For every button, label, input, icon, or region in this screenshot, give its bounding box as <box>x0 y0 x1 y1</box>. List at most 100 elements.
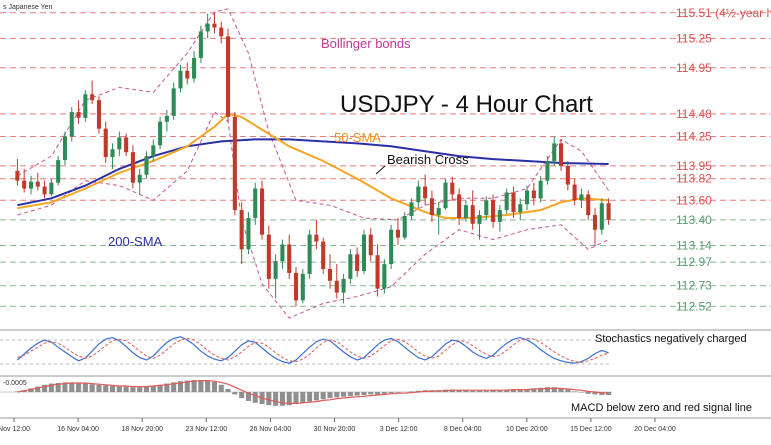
candle-body <box>198 31 203 58</box>
candle-body <box>525 190 530 205</box>
candle-body <box>259 188 265 235</box>
candle-body <box>579 194 584 201</box>
candle-body <box>531 190 536 199</box>
candle-body <box>321 241 326 270</box>
candle-body <box>76 111 81 118</box>
candle-body <box>586 194 591 216</box>
candle-body <box>144 156 149 175</box>
candle-body <box>273 261 278 279</box>
sma50-line <box>17 112 609 219</box>
candle-body <box>334 280 339 293</box>
macd-signal-line <box>17 380 609 404</box>
candle-body <box>375 255 380 289</box>
candle-body <box>477 215 482 224</box>
candle-body <box>416 186 421 203</box>
candle-body <box>572 184 577 201</box>
candle-body <box>185 70 190 79</box>
price-level-label: 113.40 <box>676 213 712 227</box>
candle-body <box>518 204 523 213</box>
candle-body <box>103 128 108 158</box>
candle-body <box>253 188 258 218</box>
x-tick-label: 26 Nov 04:00 <box>250 426 292 433</box>
x-tick-label: 15 Dec 12:00 <box>570 426 612 433</box>
candle-body <box>124 137 129 153</box>
candle-body <box>110 149 115 158</box>
macd-zero-label: -0.0005 <box>3 380 27 387</box>
candle-body <box>266 234 271 279</box>
price-level-label: 113.82 <box>676 172 712 186</box>
candle-body <box>327 269 333 281</box>
candle-body <box>69 111 74 137</box>
price-level-label: 113.14 <box>676 238 712 252</box>
candle-body <box>382 264 387 289</box>
price-level-label: 112.73 <box>676 279 712 293</box>
candle-body <box>219 27 224 37</box>
candle-body <box>552 143 557 162</box>
bollinger-lower-line <box>17 111 609 319</box>
candle-body <box>307 234 312 274</box>
candle-body <box>300 273 305 301</box>
candle-body <box>62 136 68 161</box>
candle-body <box>457 194 462 218</box>
candle-body <box>117 137 122 150</box>
candle-body <box>463 205 468 218</box>
candle-body <box>293 272 299 301</box>
candle-body <box>484 200 489 216</box>
stochastics-annotation: Stochastics negatively charged <box>595 333 747 345</box>
x-tick-label: 18 Nov 20:00 <box>121 426 163 433</box>
candle-body <box>151 145 156 157</box>
candle-body <box>96 100 101 129</box>
candle-body <box>538 180 543 199</box>
candle-body <box>226 36 231 117</box>
candle-body <box>565 165 570 185</box>
candle-body <box>42 186 47 195</box>
candle-body <box>246 217 251 250</box>
candle-body <box>361 234 367 271</box>
price-level-label: 114.48 <box>676 107 712 121</box>
chart-title: USDJPY - 4 Hour Chart <box>340 91 593 118</box>
candle-body <box>280 244 285 262</box>
candle-body <box>409 202 414 216</box>
sma200-line <box>17 138 609 207</box>
candle-body <box>83 94 88 118</box>
candle-body <box>450 182 455 195</box>
candle-body <box>137 174 142 183</box>
price-level-label: 113.95 <box>676 159 712 173</box>
x-tick-label: 10 Dec 20:00 <box>506 426 548 433</box>
price-level-label: 112.52 <box>676 299 712 313</box>
candle-body <box>212 23 217 28</box>
candle-body <box>49 182 54 195</box>
bearish-cross-pointer <box>375 165 386 175</box>
macd-annotation: MACD below zero and red signal line <box>571 402 752 414</box>
candle-body <box>599 203 604 230</box>
price-level-label: 114.25 <box>676 129 712 143</box>
candle-body <box>205 23 210 32</box>
candle-body <box>470 205 475 224</box>
instrument-note: s Japanese Yen <box>3 4 53 11</box>
candle-body <box>178 70 183 89</box>
candle-body <box>171 88 176 116</box>
candle-body <box>429 198 434 216</box>
bearish-cross-annotation: Bearish Cross <box>387 152 469 167</box>
candle-body <box>402 216 407 238</box>
candle-body <box>497 210 502 222</box>
price-level-label: 115.51 (4½-year high) <box>676 6 771 20</box>
candle-body <box>239 210 244 250</box>
candle-body <box>355 254 360 271</box>
candle-body <box>130 152 135 183</box>
candle-body <box>158 121 163 146</box>
candle-body <box>511 192 516 213</box>
sma50-annotation: 50-SMA <box>334 130 381 145</box>
bollinger-annotation: Bollinger bonds <box>321 36 411 51</box>
x-tick-label: 23 Nov 12:00 <box>185 426 227 433</box>
x-tick-label: 20 Dec 04:00 <box>634 426 676 433</box>
candle-body <box>606 203 611 220</box>
candle-body <box>443 182 448 209</box>
candle-body <box>436 208 441 216</box>
bollinger-upper-line <box>17 8 610 221</box>
candle-body <box>90 94 95 101</box>
stochastics-k-line <box>17 336 609 364</box>
candle-body <box>348 254 353 279</box>
